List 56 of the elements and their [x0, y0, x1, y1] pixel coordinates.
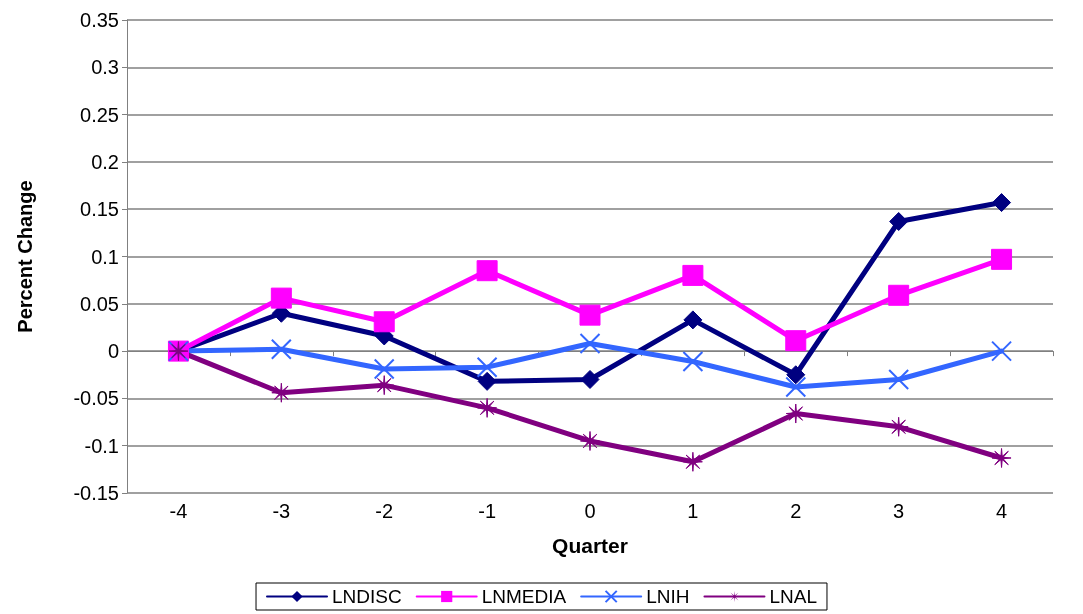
point: [991, 340, 1013, 362]
point: [271, 382, 292, 403]
point: [992, 193, 1012, 213]
point: [477, 371, 497, 391]
point: [889, 212, 909, 231]
x-tick-label: -4: [169, 500, 188, 522]
point: [888, 416, 909, 437]
y-tick-label: -0.1: [84, 434, 119, 457]
point: [270, 338, 292, 360]
point: [373, 311, 395, 333]
x-tick-label: 2: [790, 500, 802, 522]
legend-label: LNIH: [646, 586, 690, 607]
y-tick-label: -0.15: [73, 482, 119, 504]
point: [785, 330, 807, 352]
y-tick-label: 0.25: [80, 103, 119, 126]
point: [580, 369, 600, 389]
y-axis-title: Percent Change: [14, 180, 36, 333]
y-tick-label: 0.15: [80, 198, 119, 221]
point: [786, 365, 806, 385]
point: [477, 397, 498, 418]
y-tick-label: 0.2: [91, 150, 119, 173]
x-tick-label: -2: [375, 500, 394, 522]
point: [373, 358, 395, 380]
point: [785, 403, 806, 424]
y-tick-label: 0.3: [91, 56, 119, 79]
point: [374, 375, 395, 396]
y-tick-label: -0.05: [73, 387, 119, 410]
point: [682, 351, 704, 373]
point: [476, 260, 498, 282]
point: [785, 376, 807, 398]
x-tick-label: 4: [995, 500, 1008, 522]
point: [888, 284, 910, 306]
point: [579, 304, 601, 326]
y-tick-label: 0: [107, 340, 119, 363]
x-axis-title: Quarter: [552, 534, 628, 557]
y-tick-label: 0.05: [80, 292, 119, 315]
y-tick-label: 0.35: [80, 9, 119, 31]
point: [476, 356, 498, 378]
point: [991, 248, 1013, 270]
x-tick-label: 0: [584, 500, 596, 522]
x-tick-label: 3: [893, 500, 905, 522]
point: [682, 451, 703, 472]
point: [270, 287, 292, 309]
point: [579, 333, 601, 355]
point: [888, 368, 910, 390]
legend-label: LNDISC: [332, 586, 402, 607]
y-tick-label: 0.1: [91, 245, 119, 268]
point: [580, 430, 600, 451]
x-tick-label: 1: [687, 500, 699, 522]
x-tick-label: -1: [478, 500, 497, 522]
point: [683, 310, 703, 330]
legend-label: LNAL: [769, 586, 817, 607]
x-tick-label: -3: [272, 500, 291, 522]
point: [991, 448, 1012, 468]
point: [682, 264, 704, 286]
legend-label: LNMEDIA: [481, 586, 567, 607]
